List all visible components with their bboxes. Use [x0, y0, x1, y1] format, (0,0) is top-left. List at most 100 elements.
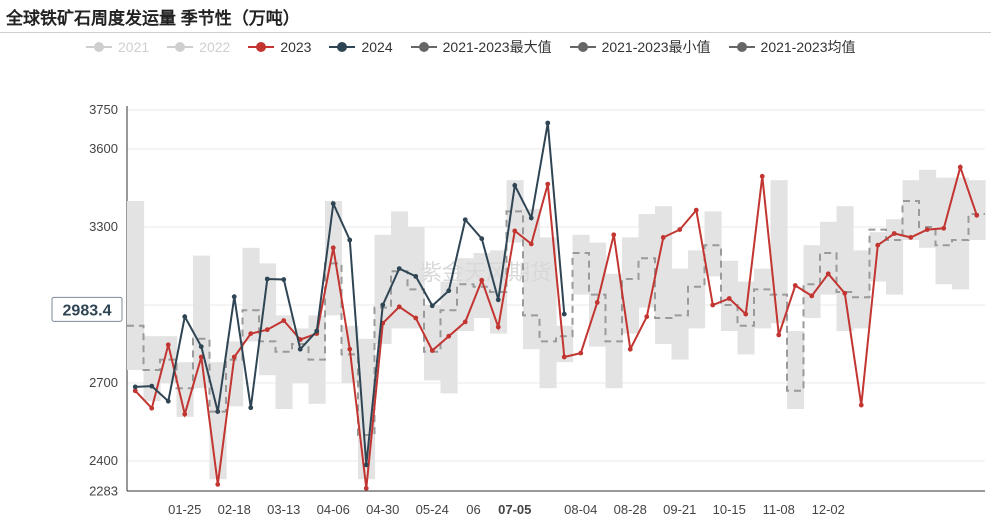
band-segment: [886, 219, 904, 295]
data-point-2023: [198, 354, 204, 360]
legend-symbol-icon: [569, 40, 596, 54]
band-segment: [754, 268, 772, 329]
y-tick-label: 3300: [89, 219, 118, 234]
data-point-2023: [330, 245, 336, 251]
band-segment: [622, 237, 640, 334]
data-point-2024: [281, 277, 287, 282]
band-segment: [424, 305, 442, 381]
band-segment: [259, 263, 277, 376]
watermark-text: 紫金天风期货: [420, 260, 552, 285]
data-point-2023: [941, 225, 947, 231]
legend-label: 2024: [361, 39, 393, 55]
data-point-2024: [396, 266, 402, 271]
data-point-2024: [429, 303, 435, 309]
band-segment: [374, 234, 392, 344]
band-segment: [473, 253, 491, 318]
legend-item-2021-2023均值[interactable]: 2021-2023均值: [728, 37, 856, 57]
band-segment: [919, 169, 937, 248]
x-tick-label: 02-18: [218, 502, 251, 517]
data-point-2024: [462, 217, 468, 223]
data-point-2023: [594, 300, 600, 305]
data-point-2023: [578, 350, 584, 356]
data-point-2024: [545, 120, 551, 126]
legend-label: 2021-2023均值: [760, 39, 856, 55]
data-point-2024: [495, 297, 501, 303]
data-point-2023: [792, 283, 798, 288]
band-segment: [737, 281, 755, 355]
data-point-2023: [693, 207, 699, 213]
band-segment: [523, 208, 541, 350]
data-point-2024: [413, 274, 419, 279]
data-point-2023: [248, 331, 254, 336]
data-point-2023: [132, 388, 138, 394]
band-segment: [556, 325, 574, 363]
legend-item-2021-2023最小值[interactable]: 2021-2023最小值: [569, 37, 711, 57]
data-point-2023: [743, 311, 749, 317]
band-segment: [935, 177, 953, 285]
data-point-2024: [198, 344, 204, 349]
data-point-2023: [231, 354, 237, 360]
x-tick-label: 04-06: [317, 502, 350, 517]
data-point-2024: [182, 314, 188, 320]
data-point-2024: [314, 328, 320, 334]
data-point-2023: [215, 482, 221, 487]
data-point-2023: [759, 173, 765, 179]
legend-item-2022[interactable]: 2022: [167, 39, 230, 55]
data-point-2023: [924, 227, 930, 233]
legend-label: 2023: [280, 39, 312, 55]
band-segment: [176, 362, 194, 417]
band-segment: [572, 234, 590, 295]
data-point-2023: [677, 227, 683, 233]
legend-item-2023[interactable]: 2023: [248, 39, 311, 55]
data-point-2024: [363, 462, 369, 468]
data-point-2023: [660, 235, 666, 240]
legend-label: 2021-2023最大值: [442, 39, 552, 55]
data-point-2023: [462, 319, 468, 325]
data-point-2023: [347, 346, 353, 352]
data-point-2024: [132, 384, 138, 390]
data-point-2023: [809, 293, 815, 299]
legend-item-2024[interactable]: 2024: [329, 39, 393, 55]
band-segment: [143, 336, 161, 402]
data-point-2024: [380, 302, 386, 308]
chart-title: 全球铁矿石周度发运量 季节性（万吨）: [6, 9, 300, 28]
band-segment: [605, 273, 623, 389]
legend-item-2021[interactable]: 2021: [86, 39, 149, 55]
band-segment: [836, 206, 854, 331]
legend-item-2021-2023最大值[interactable]: 2021-2023最大值: [410, 37, 552, 57]
data-point-2024: [479, 236, 485, 242]
data-point-2024: [446, 288, 452, 294]
legend-label: 2021-2023最小值: [601, 39, 711, 55]
band-segment: [275, 315, 293, 409]
data-point-2023: [281, 318, 287, 323]
crosshair-label: 2983.4: [63, 302, 112, 319]
x-tick-label: 08-28: [614, 502, 647, 517]
band-segment: [952, 177, 970, 290]
data-point-2024: [297, 346, 303, 352]
band-segment: [803, 245, 821, 318]
band-segment: [787, 331, 805, 409]
chart-legend: 2021 2022 2023 2024 2021-2023最大值 2021-2023最小值…: [86, 37, 855, 57]
band-segment: [539, 237, 557, 389]
title-divider: [0, 32, 991, 33]
data-point-2023: [644, 314, 650, 320]
legend-symbol-icon: [167, 40, 194, 54]
series-line-2023: [134, 163, 978, 489]
data-point-2023: [149, 405, 155, 411]
band-segment: [770, 180, 788, 324]
x-tick-label: 12-02: [812, 502, 845, 517]
data-point-2023: [908, 235, 914, 240]
data-point-2023: [710, 302, 716, 308]
y-tick-label: 3750: [89, 102, 118, 117]
data-point-2023: [726, 296, 732, 301]
data-point-2023: [957, 164, 963, 170]
data-point-2023: [627, 346, 633, 352]
data-point-2023: [891, 231, 897, 236]
series-average-line: [127, 200, 985, 436]
data-point-2023: [264, 327, 270, 333]
x-tick-label: 09-21: [663, 502, 696, 517]
band-segment: [704, 211, 722, 277]
band-segment: [671, 268, 689, 360]
legend-symbol-icon: [410, 40, 437, 54]
band-segment: [688, 250, 706, 329]
